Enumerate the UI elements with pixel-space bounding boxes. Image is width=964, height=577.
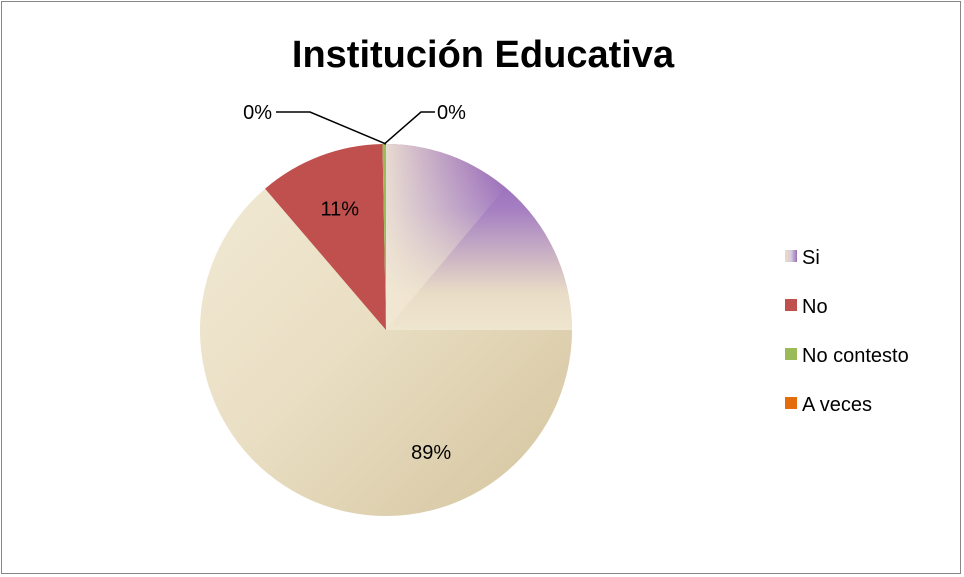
legend-swatch-no — [785, 299, 797, 311]
legend-label-no: No — [802, 296, 828, 318]
legend-swatch-a-veces — [785, 397, 797, 409]
legend-label-a-veces: A veces — [802, 394, 872, 416]
leader-lines — [276, 111, 435, 145]
chart-title: Institución Educativa — [292, 34, 675, 76]
legend-swatch-si — [785, 250, 797, 262]
data-label-no: 11% — [320, 198, 359, 220]
pie-slices — [199, 144, 572, 516]
data-label-si: 89% — [411, 442, 451, 464]
pie-slice-no-contesto — [382, 144, 386, 330]
pie-slice-no — [265, 144, 386, 330]
legend-label-no-contesto: No contesto — [802, 345, 909, 367]
legend-swatch-no-contesto — [785, 348, 797, 360]
leader-line-a-veces — [276, 111, 387, 145]
pie-slice-si-highlight — [386, 144, 506, 330]
legend-label-si: Si — [802, 247, 820, 269]
data-label-no-contesto: 0% — [437, 102, 466, 124]
legend: Si No No contesto A veces — [785, 247, 909, 416]
data-label-a-veces: 0% — [243, 102, 272, 124]
data-labels: 89% 11% 0% 0% — [243, 102, 466, 464]
leader-line-no-contesto — [383, 111, 435, 145]
